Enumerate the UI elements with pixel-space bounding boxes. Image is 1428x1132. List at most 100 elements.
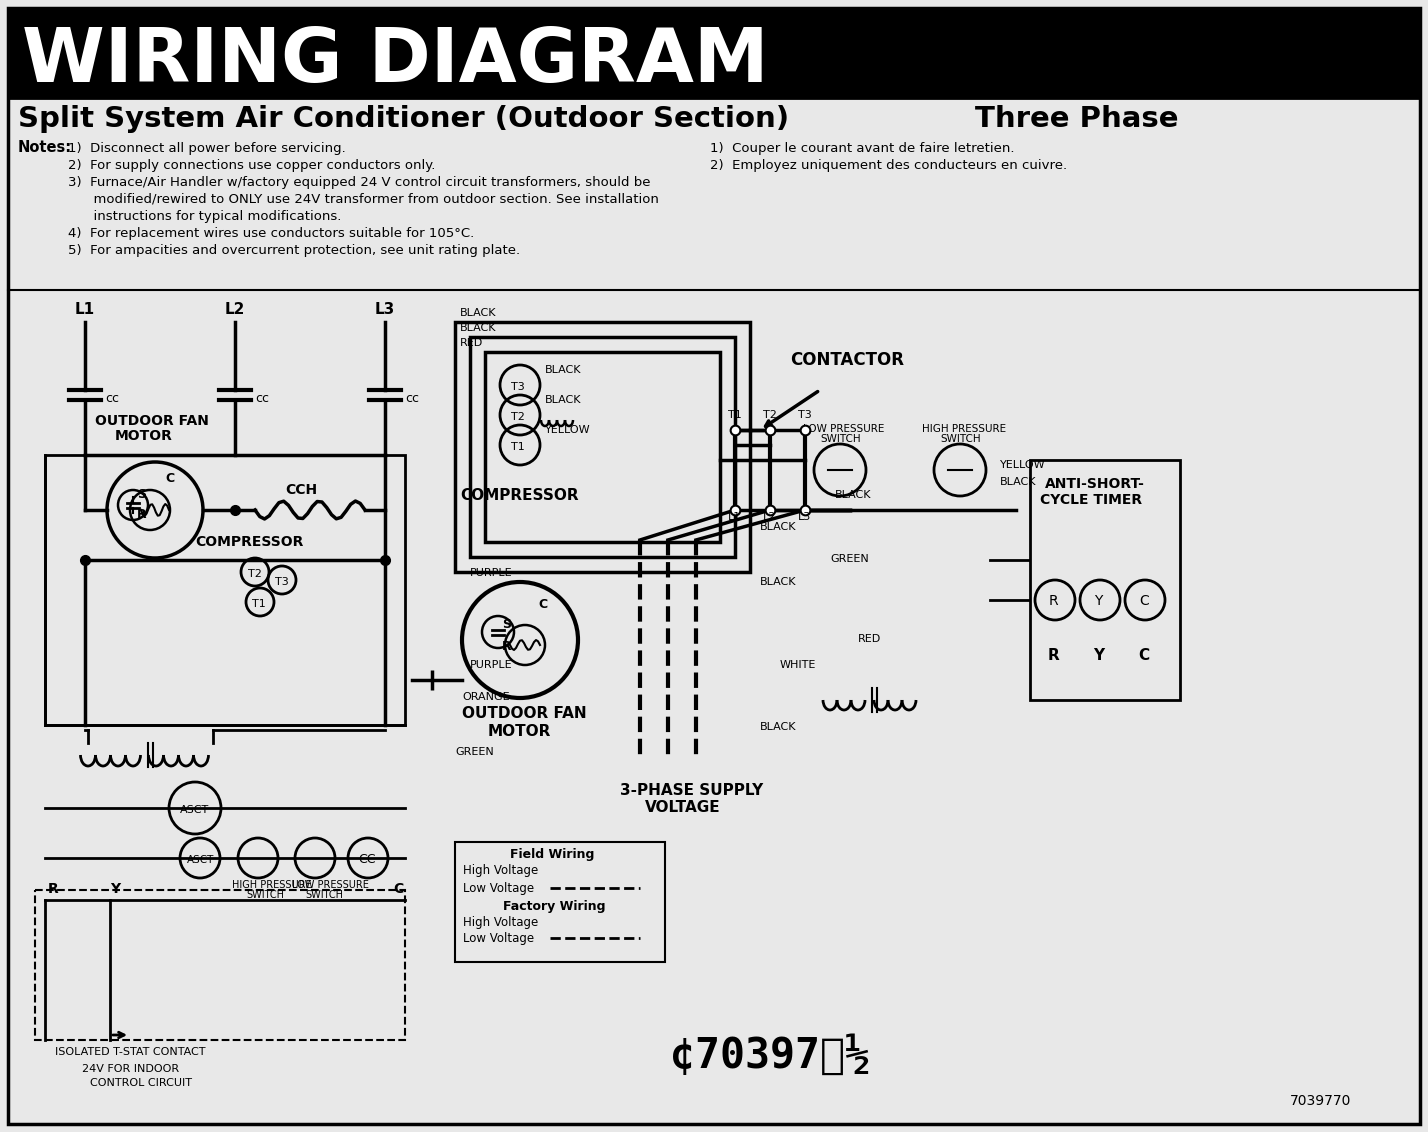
Text: HIGH PRESSURE: HIGH PRESSURE: [231, 880, 311, 890]
Text: 1)  Couper le courant avant de faire letretien.: 1) Couper le courant avant de faire letr…: [710, 142, 1014, 155]
Text: S: S: [503, 618, 511, 631]
Text: CONTROL CIRCUIT: CONTROL CIRCUIT: [90, 1078, 191, 1088]
Text: Notes:: Notes:: [19, 140, 73, 155]
Text: instructions for typical modifications.: instructions for typical modifications.: [69, 211, 341, 223]
Text: ASCT: ASCT: [187, 855, 214, 865]
Text: VOLTAGE: VOLTAGE: [645, 800, 721, 815]
Bar: [1030, 460, 1180, 700]
Text: Field Wiring: Field Wiring: [510, 848, 594, 861]
Text: PURPLE: PURPLE: [470, 660, 513, 670]
Text: GREEN: GREEN: [830, 554, 868, 564]
Text: YELLOW: YELLOW: [1000, 460, 1045, 470]
Text: BLACK: BLACK: [545, 365, 581, 375]
Text: 3-PHASE SUPPLY: 3-PHASE SUPPLY: [620, 783, 763, 798]
Text: cc: cc: [106, 392, 119, 405]
Text: Y: Y: [1094, 594, 1102, 608]
Text: WHITE: WHITE: [780, 660, 817, 670]
Text: 5)  For ampacities and overcurrent protection, see unit rating plate.: 5) For ampacities and overcurrent protec…: [69, 245, 520, 257]
Text: C: C: [393, 882, 403, 897]
Text: Low Voltage: Low Voltage: [463, 882, 534, 895]
Text: BLACK: BLACK: [460, 308, 497, 318]
Text: PURPLE: PURPLE: [470, 568, 513, 578]
Text: Low Voltage: Low Voltage: [463, 932, 534, 945]
Text: LOW PRESSURE: LOW PRESSURE: [803, 424, 884, 434]
Text: RED: RED: [858, 634, 881, 644]
Text: T3: T3: [276, 577, 288, 588]
Text: cc: cc: [256, 392, 268, 405]
Text: C: C: [1140, 594, 1148, 608]
Text: L3: L3: [798, 512, 811, 522]
Text: 1)  Disconnect all power before servicing.: 1) Disconnect all power before servicing…: [69, 142, 346, 155]
Text: R: R: [137, 508, 147, 521]
Text: SWITCH: SWITCH: [246, 890, 284, 900]
Text: T2: T2: [763, 410, 777, 420]
Text: T2: T2: [511, 412, 526, 422]
Text: S: S: [137, 488, 146, 501]
Text: BLACK: BLACK: [1000, 477, 1037, 487]
Text: Y: Y: [110, 882, 120, 897]
Text: C: C: [538, 598, 547, 611]
Text: CCH: CCH: [286, 483, 317, 497]
Text: High Voltage: High Voltage: [463, 916, 538, 929]
Text: OUTDOOR FAN: OUTDOOR FAN: [463, 706, 587, 721]
Text: Factory Wiring: Factory Wiring: [503, 900, 605, 914]
Text: C: C: [1138, 648, 1150, 663]
Text: BLACK: BLACK: [460, 323, 497, 333]
Text: ANTI-SHORT-: ANTI-SHORT-: [1045, 477, 1145, 491]
Text: T1: T1: [728, 410, 741, 420]
Text: T3: T3: [798, 410, 811, 420]
Text: 4)  For replacement wires use conductors suitable for 105°C.: 4) For replacement wires use conductors …: [69, 228, 474, 240]
Text: CC: CC: [358, 854, 376, 866]
Text: Three Phase: Three Phase: [975, 105, 1178, 132]
Text: Split System Air Conditioner (Outdoor Section): Split System Air Conditioner (Outdoor Se…: [19, 105, 790, 132]
Text: T2: T2: [248, 569, 261, 578]
Text: 2)  For supply connections use copper conductors only.: 2) For supply connections use copper con…: [69, 158, 436, 172]
Bar: [470, 337, 735, 557]
Text: GREEN: GREEN: [456, 747, 494, 757]
Text: R: R: [1048, 648, 1060, 663]
Text: R: R: [49, 882, 59, 897]
Text: T1: T1: [511, 441, 524, 452]
Bar: [486, 352, 720, 542]
Text: YELLOW: YELLOW: [545, 424, 591, 435]
Text: ¢70397Ⅷ½: ¢70397Ⅷ½: [670, 1035, 870, 1077]
Text: BLACK: BLACK: [835, 490, 871, 500]
Text: T1: T1: [251, 599, 266, 609]
Text: 3)  Furnace/Air Handler w/factory equipped 24 V control circuit transformers, sh: 3) Furnace/Air Handler w/factory equippe…: [69, 175, 651, 189]
Text: WIRING DIAGRAM: WIRING DIAGRAM: [21, 25, 768, 98]
Bar: [46, 455, 406, 724]
Text: 2)  Employez uniquement des conducteurs en cuivre.: 2) Employez uniquement des conducteurs e…: [710, 158, 1067, 172]
Text: SWITCH: SWITCH: [820, 434, 861, 444]
Text: BLACK: BLACK: [760, 522, 797, 532]
Text: BLACK: BLACK: [760, 577, 797, 588]
Text: BLACK: BLACK: [760, 722, 797, 732]
Bar: [9, 8, 1419, 98]
Text: R: R: [503, 640, 511, 653]
Text: L2: L2: [763, 512, 777, 522]
Text: 7039770: 7039770: [1289, 1094, 1351, 1108]
Text: Y: Y: [1092, 648, 1104, 663]
Text: ORANGE: ORANGE: [463, 692, 510, 702]
Text: HIGH PRESSURE: HIGH PRESSURE: [922, 424, 1007, 434]
Bar: [36, 890, 406, 1040]
Text: OUTDOOR FAN: OUTDOOR FAN: [96, 414, 208, 428]
Text: modified/rewired to ONLY use 24V transformer from outdoor section. See installat: modified/rewired to ONLY use 24V transfo…: [69, 192, 658, 206]
Text: LOW PRESSURE: LOW PRESSURE: [291, 880, 368, 890]
Text: COMPRESSOR: COMPRESSOR: [460, 488, 578, 503]
Text: CONTACTOR: CONTACTOR: [790, 351, 904, 369]
Text: BLACK: BLACK: [545, 395, 581, 405]
Text: MOTOR: MOTOR: [488, 724, 551, 739]
Text: RED: RED: [460, 338, 483, 348]
Text: L1: L1: [76, 302, 96, 317]
Text: L1: L1: [728, 512, 741, 522]
Bar: [456, 321, 750, 572]
Bar: [456, 842, 665, 962]
Text: ASCT: ASCT: [180, 805, 210, 815]
Text: R: R: [1050, 594, 1058, 608]
Text: High Voltage: High Voltage: [463, 864, 538, 877]
Text: COMPRESSOR: COMPRESSOR: [196, 535, 303, 549]
Text: C: C: [166, 472, 174, 484]
Text: ISOLATED T-STAT CONTACT: ISOLATED T-STAT CONTACT: [56, 1047, 206, 1057]
Text: cc: cc: [406, 392, 418, 405]
Text: MOTOR: MOTOR: [116, 429, 173, 443]
